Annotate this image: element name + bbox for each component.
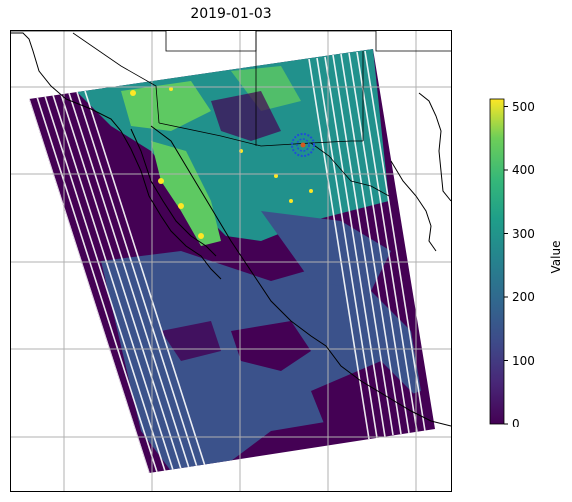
colorbar-tick-400: 400 xyxy=(512,163,535,177)
gridlines xyxy=(11,31,451,491)
colorbar-gradient xyxy=(489,98,505,425)
colorbar-tick-100: 100 xyxy=(512,354,535,368)
colorbar-tick-500: 500 xyxy=(512,100,535,114)
scan-lines xyxy=(29,50,426,473)
colorbar-tick-300: 300 xyxy=(512,227,535,241)
map-panel[interactable] xyxy=(10,30,452,492)
colorbar: 0 100 200 300 400 500 Value xyxy=(489,98,563,427)
coastlines xyxy=(11,32,451,427)
map-canvas xyxy=(11,31,451,491)
colorbar-tick-200: 200 xyxy=(512,290,535,304)
colorbar-label: Value xyxy=(549,241,563,274)
borders xyxy=(11,31,451,197)
colorbar-tick-0: 0 xyxy=(512,417,520,427)
satellite-swath xyxy=(29,49,435,473)
plot-title: 2019-01-03 xyxy=(190,6,272,22)
location-marker xyxy=(291,133,315,157)
